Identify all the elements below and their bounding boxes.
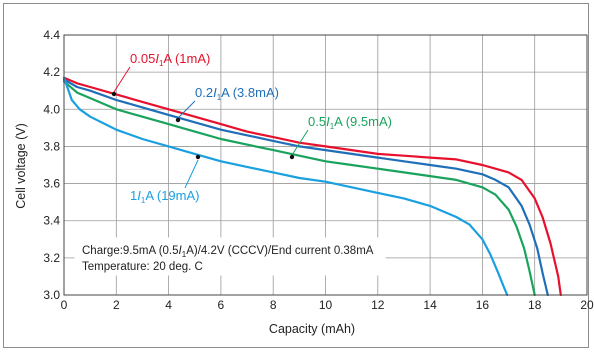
discharge-curves	[62, 76, 562, 297]
series-label-marker	[175, 117, 181, 123]
series-line-2	[62, 80, 536, 297]
y-tick-label: 3.8	[43, 139, 60, 153]
chart-frame	[3, 3, 589, 348]
y-tick-label: 3.0	[43, 288, 60, 302]
x-tick-label: 8	[270, 298, 277, 312]
x-tick-label: 10	[319, 298, 333, 312]
series-line-0	[62, 76, 562, 297]
x-tick-label: 0	[61, 298, 68, 312]
series-label-leader	[113, 66, 131, 93]
y-tick-label: 4.4	[43, 28, 60, 42]
x-tick-label: 16	[476, 298, 490, 312]
series-label-1: 0.2I1A (3.8mA)	[195, 85, 279, 102]
series-label-marker	[289, 154, 295, 160]
x-tick-label: 18	[528, 298, 542, 312]
x-tick-label: 14	[423, 298, 437, 312]
y-tick-label: 3.6	[43, 177, 60, 191]
x-tick-label: 20	[580, 298, 594, 312]
x-tick-label: 2	[113, 298, 120, 312]
series-label-0: 0.05I1A (1mA)	[130, 51, 210, 68]
x-tick-labels: 0 2 4 6 8 10 12 14 16 18 20	[61, 298, 594, 312]
note-line-2: Temperature: 20 deg. C	[82, 261, 203, 273]
series-label-leader	[177, 100, 196, 119]
series-label-2: 0.5I1A (9.5mA)	[308, 114, 392, 131]
plot-border	[63, 34, 588, 296]
y-tick-labels: 3.0 3.2 3.4 3.6 3.8 4.0 4.2 4.4	[43, 28, 60, 302]
x-axis-title: Capacity (mAh)	[269, 322, 355, 336]
series-line-3	[62, 76, 509, 297]
series-line-1	[62, 78, 549, 297]
test-conditions-box: Charge:9.5mA (0.5I1A)/4.2V (CCCV)/End cu…	[74, 237, 386, 276]
series-label-marker	[111, 91, 117, 97]
series-label-marker	[195, 154, 201, 160]
y-tick-label: 4.0	[43, 102, 60, 116]
y-tick-label: 4.2	[43, 65, 60, 79]
curve-labels: 0.05I1A (1mA) 0.2I1A (3.8mA) 0.5I1A (9.5mA…	[111, 51, 392, 205]
y-axis-title: Cell voltage (V)	[14, 123, 28, 208]
x-tick-label: 4	[165, 298, 172, 312]
note-background	[74, 237, 386, 276]
x-tick-label: 12	[371, 298, 385, 312]
x-tick-label: 6	[218, 298, 225, 312]
series-label-leader	[184, 159, 199, 189]
y-tick-label: 3.4	[43, 214, 60, 228]
series-label-leader	[291, 129, 309, 156]
series-label-3: 1I1A (19mA)	[130, 188, 200, 205]
note-line-1: Charge:9.5mA (0.5I1A)/4.2V (CCCV)/End cu…	[82, 245, 374, 259]
y-tick-label: 3.2	[43, 251, 60, 265]
